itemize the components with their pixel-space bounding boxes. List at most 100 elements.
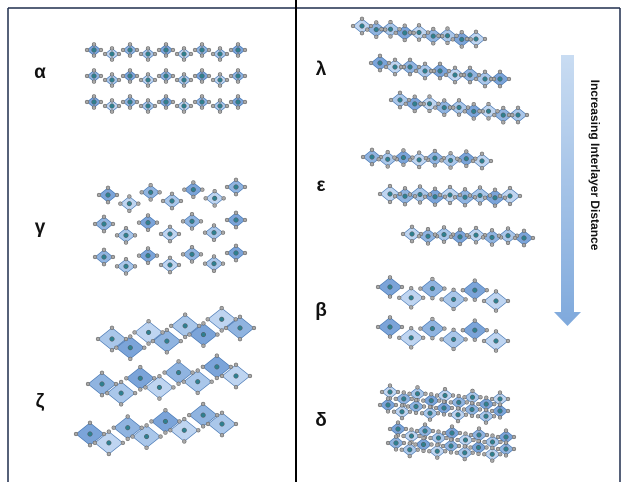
metal-atom	[507, 193, 513, 199]
atom	[199, 94, 205, 99]
metal-atom	[127, 99, 133, 105]
atom	[152, 77, 158, 83]
atom	[164, 350, 170, 355]
atom	[176, 381, 181, 386]
atom	[182, 187, 187, 192]
atom	[224, 250, 230, 256]
atom	[113, 381, 119, 387]
atom	[495, 434, 501, 440]
atom	[146, 341, 151, 346]
atom	[116, 51, 122, 57]
atom	[399, 447, 404, 452]
atom	[422, 422, 428, 427]
atom	[359, 31, 365, 36]
atom	[421, 398, 426, 403]
atom	[368, 23, 374, 29]
metal-atom	[456, 104, 462, 111]
atom	[233, 258, 239, 263]
atom	[416, 164, 422, 170]
metal-atom	[219, 316, 225, 322]
atom	[374, 34, 379, 39]
atom	[484, 395, 489, 400]
atom	[201, 321, 206, 326]
atom	[434, 393, 440, 398]
atom	[134, 47, 140, 53]
atom	[376, 157, 381, 162]
atom	[442, 326, 447, 331]
atom	[388, 19, 393, 25]
metal-atom	[422, 428, 428, 434]
atom	[202, 261, 208, 266]
atom	[462, 187, 468, 192]
atom	[388, 97, 394, 103]
atom	[127, 79, 133, 84]
atom	[416, 234, 422, 239]
atom	[125, 436, 130, 442]
atom	[200, 364, 206, 370]
metal-atom	[387, 389, 393, 395]
metal-atom	[427, 410, 433, 416]
atom	[385, 409, 391, 414]
atom	[402, 202, 408, 207]
atom	[181, 109, 187, 114]
metal-atom	[409, 231, 415, 237]
atom	[428, 68, 434, 74]
atom	[421, 435, 426, 441]
atom	[178, 198, 184, 204]
atom	[409, 239, 415, 244]
atom	[145, 98, 151, 103]
atom	[242, 217, 248, 223]
atom	[416, 150, 422, 155]
metal-atom	[393, 440, 399, 446]
atom	[472, 278, 477, 283]
atom	[455, 156, 460, 161]
atom	[430, 316, 435, 322]
atom	[123, 240, 129, 245]
metal-atom	[400, 155, 406, 161]
atom	[217, 46, 223, 51]
metal-atom	[219, 421, 225, 427]
atom	[457, 430, 463, 436]
atom	[176, 231, 182, 237]
atom	[456, 98, 462, 103]
atom	[143, 385, 148, 390]
atom	[488, 76, 494, 82]
atom	[105, 185, 111, 190]
atom	[430, 428, 436, 434]
atom	[109, 98, 115, 103]
metal-atom	[125, 425, 131, 431]
metal-atom	[476, 432, 482, 438]
atom	[109, 348, 115, 353]
metal-atom	[101, 254, 107, 260]
atom	[417, 200, 423, 205]
metal-atom	[189, 218, 195, 224]
atom	[418, 286, 423, 291]
atom	[199, 105, 205, 110]
atom	[432, 163, 438, 168]
metal-atom	[176, 370, 182, 376]
atom	[439, 297, 444, 302]
atom	[181, 379, 186, 384]
atom	[181, 46, 187, 51]
atom	[477, 407, 483, 412]
atom	[365, 27, 370, 32]
atom	[199, 68, 205, 73]
atom	[512, 235, 518, 241]
atom	[437, 192, 443, 198]
metal-atom	[109, 51, 115, 57]
metal-atom	[109, 77, 115, 83]
atom	[228, 99, 234, 105]
metal-atom	[489, 234, 495, 240]
metal-atom	[416, 157, 422, 163]
atom	[145, 109, 151, 114]
metal-atom	[127, 345, 133, 351]
atom	[449, 405, 455, 411]
atom	[157, 396, 162, 401]
atom	[98, 99, 104, 105]
atom	[521, 228, 527, 233]
atom	[377, 53, 383, 58]
atom	[211, 254, 217, 259]
atom	[98, 47, 104, 53]
atom	[407, 391, 412, 396]
atom	[490, 445, 495, 451]
